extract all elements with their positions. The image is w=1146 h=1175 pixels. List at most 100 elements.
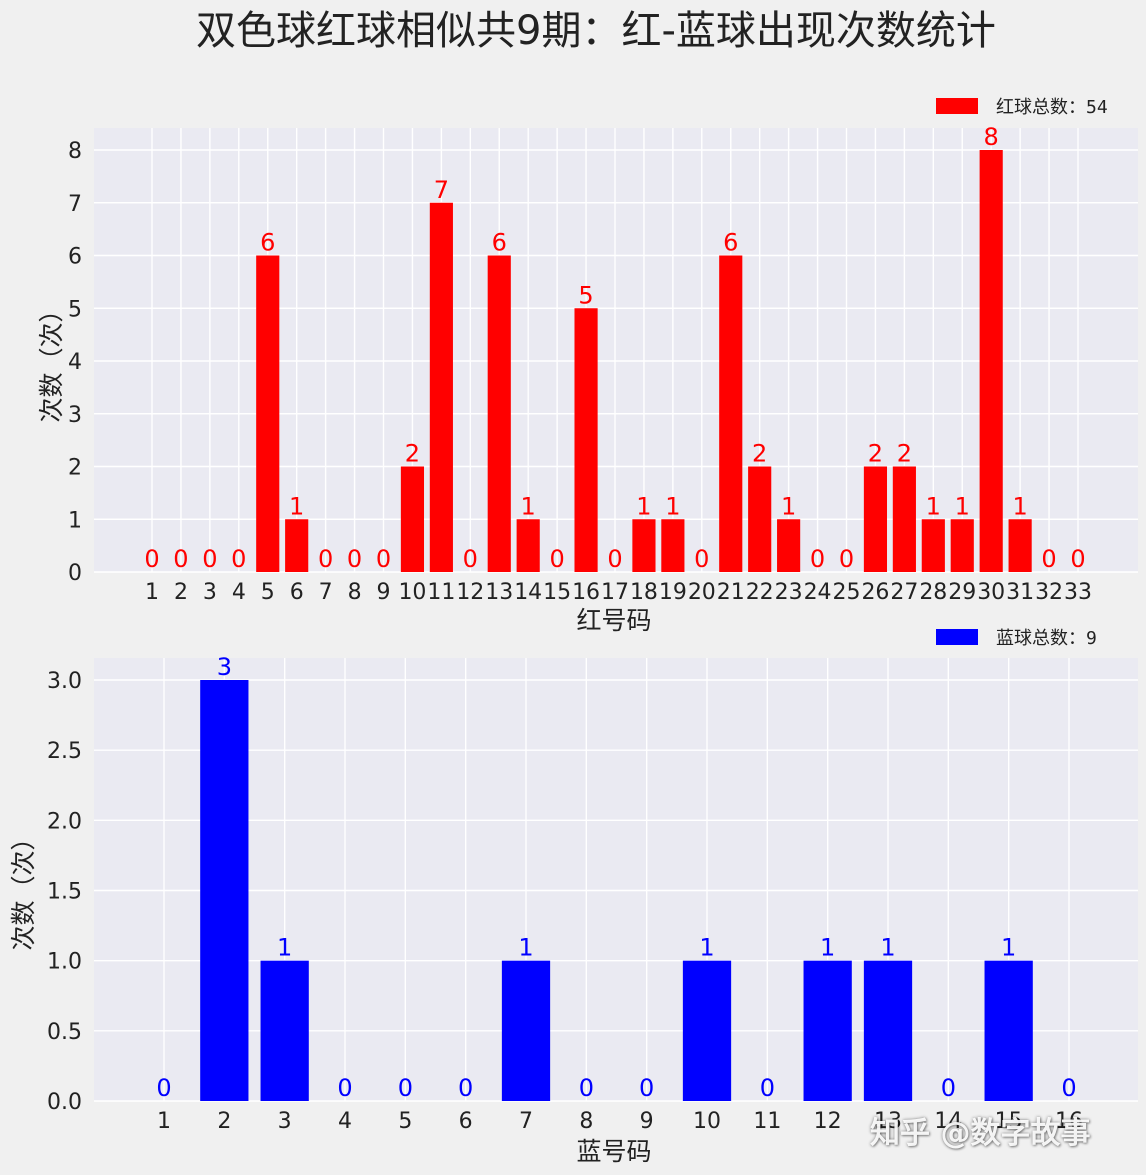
blue-x-tick-label: 7 — [519, 1109, 533, 1134]
red-y-tick-label: 6 — [68, 245, 82, 270]
blue-y-ticks: 0.0 0.5 1.0 1.5 2.0 2.5 3.0 — [47, 669, 82, 1115]
red-x-tick-label: 29 — [948, 580, 976, 605]
red-y-tick-label: 3 — [68, 403, 82, 428]
red-x-tick-label: 19 — [659, 580, 687, 605]
blue-y-tick-label: 2.5 — [47, 739, 82, 764]
blue-x-tick-label: 14 — [934, 1109, 962, 1134]
chart-title: 双色球红球相似共9期：红-蓝球出现次数统计 — [196, 8, 996, 54]
red-x-tick-label: 17 — [601, 580, 629, 605]
red-x-tick-label: 24 — [804, 580, 832, 605]
red-bar — [748, 466, 772, 572]
red-bar-value-label: 0 — [463, 545, 478, 573]
red-bar — [921, 519, 945, 572]
red-bar-value-label: 2 — [752, 440, 767, 468]
blue-bar-value-label: 1 — [820, 934, 835, 962]
blue-bar — [200, 680, 249, 1101]
red-x-tick-label: 33 — [1064, 580, 1092, 605]
red-bar — [661, 519, 685, 572]
red-legend-swatch — [936, 98, 978, 114]
red-x-tick-label: 11 — [427, 580, 455, 605]
blue-bar-value-label: 0 — [579, 1074, 594, 1102]
blue-bar — [803, 960, 852, 1101]
blue-bar-value-label: 0 — [156, 1074, 171, 1102]
blue-bar — [260, 960, 309, 1101]
red-x-tick-label: 5 — [261, 580, 275, 605]
blue-x-tick-label: 5 — [398, 1109, 412, 1134]
red-x-tick-label: 26 — [861, 580, 889, 605]
red-bar-value-label: 0 — [202, 545, 217, 573]
red-bar-value-label: 1 — [955, 492, 970, 520]
blue-bar-value-label: 1 — [880, 934, 895, 962]
blue-x-tick-label: 4 — [338, 1109, 352, 1134]
blue-x-tick-label: 8 — [579, 1109, 593, 1134]
red-bar-value-label: 0 — [1041, 545, 1056, 573]
blue-bars — [200, 680, 1033, 1101]
red-y-tick-label: 5 — [68, 297, 82, 322]
red-x-tick-label: 21 — [717, 580, 745, 605]
blue-x-tick-label: 16 — [1055, 1109, 1083, 1134]
blue-bar-value-label: 0 — [760, 1074, 775, 1102]
red-bar — [863, 466, 888, 572]
blue-y-axis-label: 次数（次） — [9, 825, 38, 950]
blue-bar — [501, 960, 551, 1101]
red-legend: 红球总数：54 — [936, 97, 1108, 118]
red-bar-value-label: 1 — [781, 492, 796, 520]
blue-bar-value-label: 1 — [699, 934, 714, 962]
red-bar-value-label: 2 — [868, 440, 883, 468]
blue-bar-value-label: 0 — [1061, 1074, 1076, 1102]
red-bar-value-label: 0 — [607, 545, 622, 573]
red-y-tick-label: 0 — [68, 561, 82, 586]
red-y-axis-label: 次数（次） — [37, 297, 66, 422]
red-bar — [285, 519, 309, 572]
red-bar-value-label: 6 — [492, 229, 507, 257]
red-bar-value-label: 0 — [549, 545, 564, 573]
red-bar — [429, 202, 453, 572]
red-bar — [719, 255, 743, 572]
red-bar — [487, 255, 511, 572]
red-x-tick-label: 14 — [514, 580, 542, 605]
red-x-tick-label: 4 — [232, 580, 246, 605]
red-bar-value-label: 0 — [144, 545, 159, 573]
red-x-tick-label: 22 — [746, 580, 774, 605]
blue-bar-value-label: 0 — [398, 1074, 413, 1102]
red-x-tick-label: 1 — [145, 580, 159, 605]
red-x-tick-label: 6 — [290, 580, 304, 605]
red-y-tick-label: 4 — [68, 350, 82, 375]
red-bar-value-label: 1 — [665, 492, 680, 520]
red-bar-value-label: 1 — [521, 492, 536, 520]
red-bar-value-label: 0 — [839, 545, 854, 573]
red-bar-value-label: 0 — [173, 545, 188, 573]
red-x-tick-label: 18 — [630, 580, 658, 605]
red-bar-value-label: 0 — [318, 545, 333, 573]
red-x-axis-label: 红号码 — [576, 606, 651, 635]
red-x-tick-label: 25 — [833, 580, 861, 605]
red-bar — [400, 466, 425, 572]
blue-bar-value-label: 0 — [639, 1074, 654, 1102]
blue-bar — [682, 960, 732, 1101]
blue-x-ticks: 1 2 3 4 5 6 7 8 9 10 11 12 13 14 15 16 — [157, 1109, 1083, 1134]
blue-y-tick-label: 0.5 — [47, 1020, 82, 1045]
blue-y-tick-label: 2.0 — [47, 809, 82, 834]
red-y-ticks: 0 1 2 3 4 5 6 7 8 — [68, 139, 82, 586]
red-x-ticks: 1 2 3 4 5 6 7 8 9 10 11 12 13 14 15 16 17 18 19 20 21 22 23 24 2… — [145, 580, 1092, 605]
blue-bar-value-label: 1 — [518, 934, 533, 962]
blue-y-tick-label: 0.0 — [47, 1090, 82, 1115]
red-x-tick-label: 30 — [977, 580, 1005, 605]
red-bar — [1008, 519, 1032, 572]
blue-x-tick-label: 13 — [874, 1109, 902, 1134]
red-y-tick-label: 8 — [68, 139, 82, 164]
blue-x-tick-label: 3 — [278, 1109, 292, 1134]
red-x-tick-label: 23 — [775, 580, 803, 605]
red-bar-value-label: 8 — [984, 123, 999, 151]
red-bars — [256, 150, 1032, 572]
red-bar — [777, 519, 801, 572]
red-bar — [574, 308, 598, 572]
blue-x-tick-label: 15 — [995, 1109, 1023, 1134]
blue-bar-value-label: 3 — [217, 653, 232, 681]
red-x-tick-label: 7 — [319, 580, 333, 605]
red-bar-value-label: 2 — [897, 440, 912, 468]
red-bar-value-label: 1 — [636, 492, 651, 520]
red-bar — [256, 255, 280, 572]
red-x-tick-label: 27 — [890, 580, 918, 605]
